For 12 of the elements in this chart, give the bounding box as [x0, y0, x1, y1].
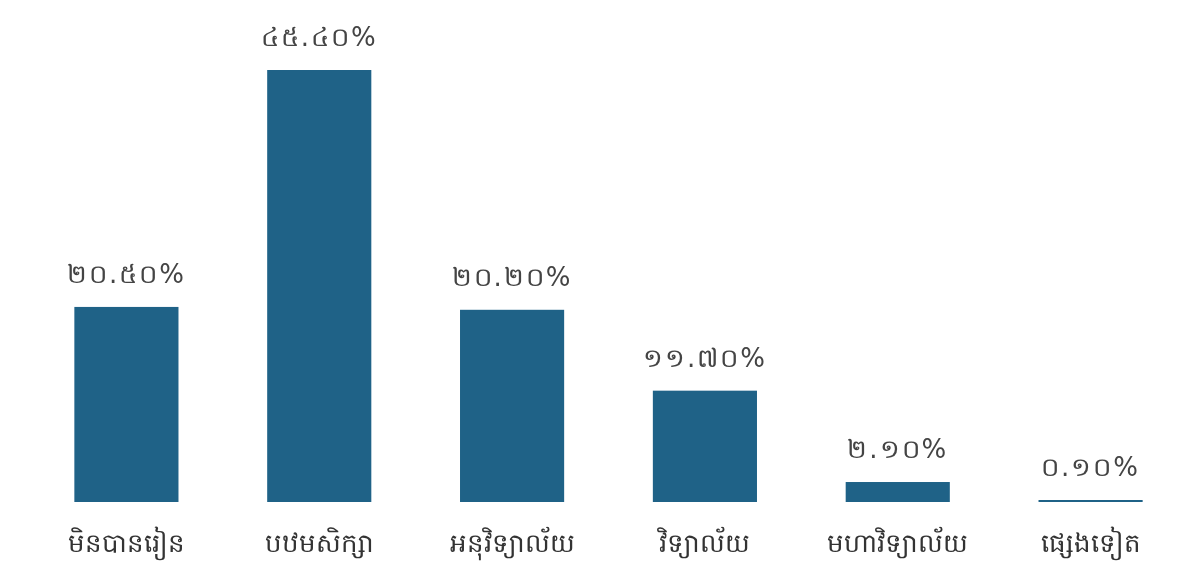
x-tick-label: វិទ្យាល័យ — [657, 526, 751, 559]
x-tick-label: អនុវិទ្យាល័យ — [449, 526, 575, 561]
data-label: ៤៥.៤០% — [260, 22, 378, 52]
data-label: ២០.៥០% — [66, 258, 186, 289]
data-label: ១១.៧០% — [642, 342, 767, 373]
x-tick-label: បឋមសិក្សា — [264, 527, 374, 559]
data-label: ០.១០% — [1041, 452, 1141, 482]
x-tick-label: ផ្សេងទៀត — [1040, 526, 1141, 561]
x-tick-label: មហាវិទ្យាល័យ — [827, 526, 969, 559]
data-label: ២០.២០% — [451, 261, 573, 292]
x-tick-label: មិនបានរៀន — [67, 526, 185, 561]
data-label: ២.១០% — [847, 434, 949, 465]
